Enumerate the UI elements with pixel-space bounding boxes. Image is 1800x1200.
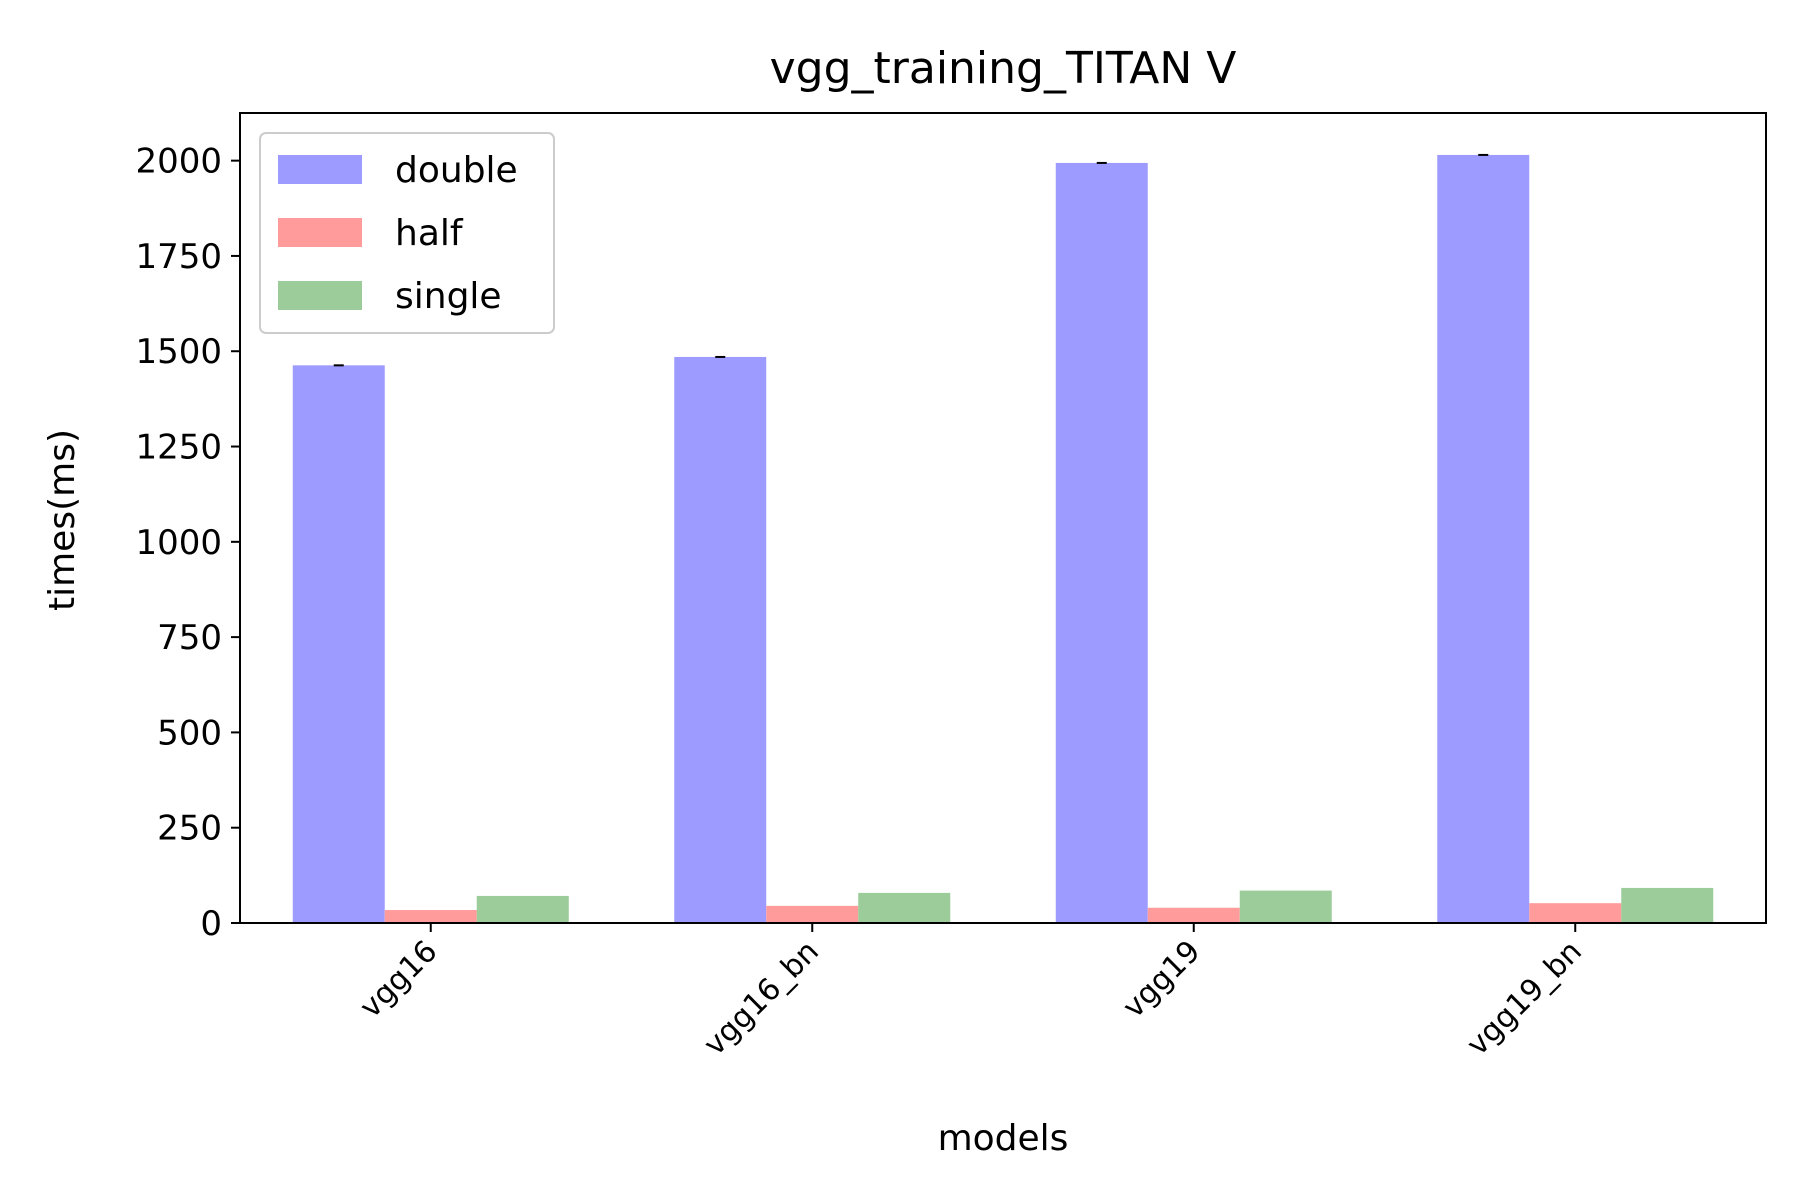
y-tick-label-2000: 2000 (135, 142, 222, 182)
y-tick-label-1000: 1000 (135, 523, 222, 563)
bar-half-vgg19 (1147, 907, 1240, 923)
y-tick-label-250: 250 (157, 809, 222, 849)
bar-single-vgg19 (1239, 890, 1332, 923)
bar-half-vgg16_bn (766, 905, 859, 923)
legend-label-half: half (395, 213, 464, 254)
y-axis: 0 250 500 750 1000 1250 1500 1750 2000 (135, 142, 240, 944)
legend-swatch-double (278, 155, 362, 184)
y-axis-label: times(ms) (42, 429, 83, 611)
plot-frame (239, 112, 1767, 924)
chart-title: vgg_training_TITAN V (770, 43, 1237, 94)
bar-half-vgg19_bn (1529, 903, 1622, 923)
bar-double-vgg16_bn (674, 356, 767, 923)
bar-double-vgg16 (292, 365, 385, 923)
y-tick-label-0: 0 (200, 904, 222, 944)
bar-single-vgg16 (476, 895, 569, 923)
x-axis-label: models (938, 1118, 1069, 1159)
y-tick-label-1250: 1250 (135, 428, 222, 468)
bar-double-vgg19_bn (1437, 154, 1530, 923)
legend-swatch-single (278, 281, 362, 310)
y-tick-label-1750: 1750 (135, 237, 222, 277)
legend-label-double: double (395, 150, 518, 191)
plot-area (292, 153, 1714, 924)
bar-single-vgg16_bn (858, 892, 951, 923)
bar-half-vgg16 (384, 910, 477, 923)
y-tick-label-1500: 1500 (135, 332, 222, 372)
bar-double-vgg19 (1055, 162, 1148, 924)
bar-single-vgg19_bn (1621, 887, 1714, 923)
y-tick-label-750: 750 (157, 618, 222, 658)
legend-label-single: single (395, 276, 502, 317)
y-tick-label-500: 500 (157, 713, 222, 753)
legend-swatch-half (278, 218, 362, 247)
legend: double half single (259, 132, 555, 334)
